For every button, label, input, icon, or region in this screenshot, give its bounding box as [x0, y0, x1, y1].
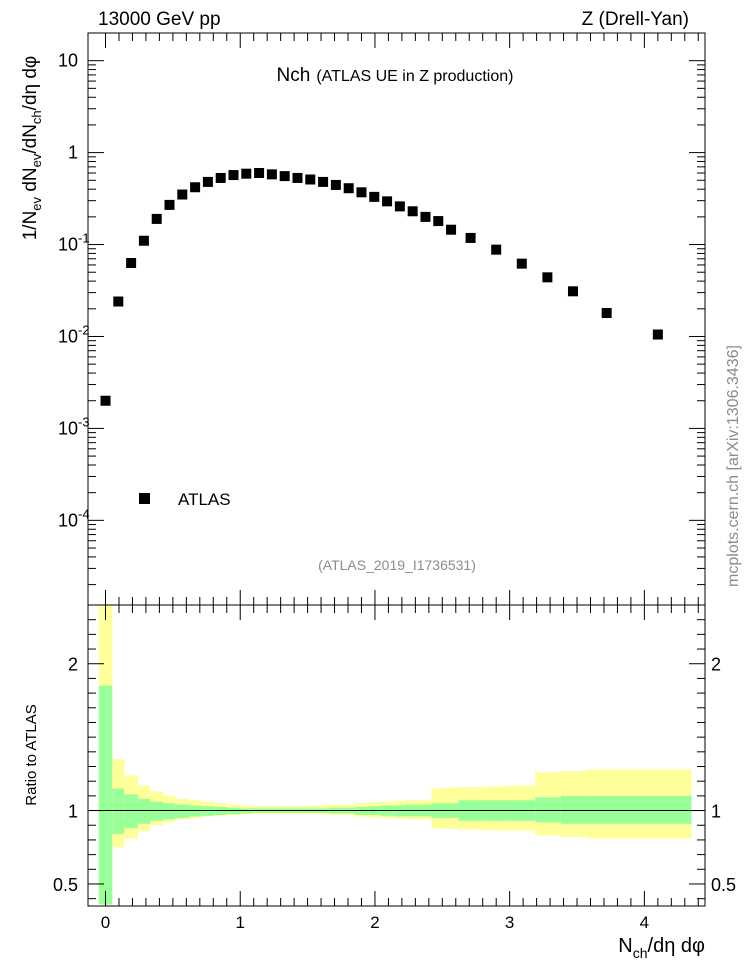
x-tick-label: 4	[640, 913, 649, 932]
data-point	[202, 176, 213, 187]
data-point	[491, 244, 502, 255]
data-point	[567, 286, 578, 297]
data-point	[279, 171, 290, 182]
main-ylabel: 1/Nev dNev/dNch/dη dφ	[20, 56, 44, 241]
main-frame	[87, 32, 706, 606]
ratio-y-tick-label: 2	[68, 655, 78, 675]
stat-band-bin	[137, 798, 150, 824]
ratio-y-tick-label-right: 0.5	[711, 875, 736, 895]
data-point	[652, 329, 663, 340]
data-point	[407, 206, 418, 217]
stat-band-bin	[560, 795, 587, 824]
data-point	[318, 176, 329, 187]
data-point	[369, 191, 380, 202]
plot-title: Nch (ATLAS UE in Z production)	[277, 65, 514, 86]
x-tick-label: 3	[505, 913, 514, 932]
ratio-y-tick-label-right: 2	[711, 655, 721, 675]
stat-band-bin	[625, 795, 692, 824]
ratio-ylabel: Ratio to ATLAS	[23, 704, 40, 805]
stat-band-bin	[112, 788, 125, 835]
ratio-y-tick-label: 0.5	[53, 875, 78, 895]
data-point	[420, 211, 431, 222]
data-point	[254, 168, 265, 179]
data-point	[330, 179, 341, 190]
data-point	[113, 296, 124, 307]
data-point	[343, 183, 354, 194]
data-point	[177, 189, 188, 200]
stat-band-bin	[98, 685, 113, 905]
data-point	[228, 170, 239, 181]
ratio-bands	[88, 605, 705, 905]
legend-label: ATLAS	[178, 490, 231, 509]
side-credit: mcplots.cern.ch [arXiv:1306.3436]	[725, 345, 742, 587]
data-point	[394, 201, 405, 212]
data-point	[215, 172, 226, 183]
data-point	[382, 196, 393, 207]
ratio-y-tick-label: 1	[68, 802, 78, 822]
ratio-axes: 0 1 2 3 4 0.5 0.5 1 1 2 2	[53, 605, 736, 932]
y-tick-label: 10-4	[58, 506, 90, 530]
x-tick-label: 0	[101, 913, 110, 932]
data-point	[305, 174, 316, 185]
data-point	[138, 235, 149, 246]
data-point	[516, 258, 527, 269]
plot-title-main: Nch	[277, 65, 311, 86]
stat-band-bin	[163, 803, 176, 820]
analysis-tag: (ATLAS_2019_I1736531)	[318, 557, 476, 573]
header-right: Z (Drell-Yan)	[582, 9, 689, 30]
data-point	[433, 216, 444, 227]
y-tick-label: 10-3	[58, 414, 90, 438]
stat-band-bin	[586, 795, 626, 824]
y-tick-label: 10-1	[58, 231, 90, 255]
data-point	[100, 395, 111, 406]
data-point	[601, 308, 612, 319]
data-point	[190, 182, 201, 193]
x-axis-label: Nch/dη dφ	[618, 935, 705, 961]
stat-band-bin	[175, 804, 190, 818]
data-point	[542, 272, 553, 283]
stat-band-bin	[149, 801, 164, 821]
y-tick-label: 10	[58, 51, 78, 71]
data-point	[164, 199, 175, 210]
x-tick-label: 2	[370, 913, 379, 932]
data-point	[356, 187, 367, 198]
data-point	[292, 172, 303, 183]
data-markers	[100, 168, 663, 406]
stat-band-bin	[535, 797, 561, 823]
y-tick-label: 1	[68, 143, 78, 163]
ratio-frame	[87, 604, 706, 907]
data-point	[126, 257, 137, 268]
data-point	[151, 213, 162, 224]
y-tick-label: 10-2	[58, 322, 90, 346]
header-left: 13000 GeV pp	[98, 9, 221, 30]
stat-band-bin	[124, 794, 138, 829]
data-point	[446, 224, 457, 235]
data-point	[266, 169, 277, 180]
x-tick-label: 1	[235, 913, 244, 932]
main-axes: 10 1 10-1 10-2 10-3 10-4	[58, 32, 705, 605]
ratio-y-tick-label-right: 1	[711, 802, 721, 822]
data-point	[465, 232, 476, 243]
data-point	[241, 168, 252, 179]
legend-marker	[139, 493, 150, 504]
plot-title-sub: (ATLAS UE in Z production)	[316, 68, 513, 85]
